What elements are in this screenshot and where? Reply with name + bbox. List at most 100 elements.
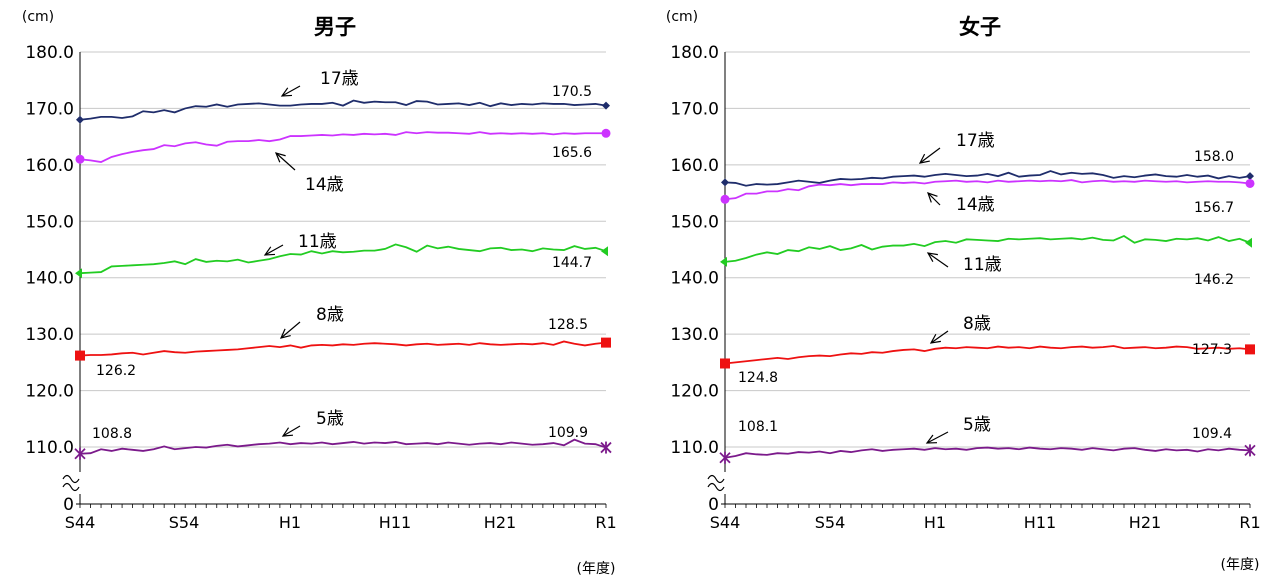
series-line-4 xyxy=(724,446,1251,459)
y-tick-label: 140.0 xyxy=(670,269,719,289)
series-name-annotation: 17歳 xyxy=(956,131,995,151)
series-line-3 xyxy=(79,340,607,357)
series-line-0 xyxy=(724,170,1251,187)
series-line-2 xyxy=(724,234,1251,263)
series-end-marker xyxy=(602,101,610,110)
y-tick-label: 120.0 xyxy=(670,382,719,402)
x-tick-label: R1 xyxy=(595,513,616,532)
annotation-arrow xyxy=(263,244,284,256)
end-value-label: 144.7 xyxy=(552,255,592,271)
start-value-label: 108.8 xyxy=(92,426,132,442)
series-line-1 xyxy=(79,131,606,163)
series-line-1 xyxy=(724,179,1251,201)
y-tick-label: 170.0 xyxy=(25,99,74,119)
series-start-marker xyxy=(720,358,730,369)
series-name-annotation: 11歳 xyxy=(298,232,337,252)
series-start-marker xyxy=(76,115,84,124)
annotation-arrow xyxy=(927,192,941,206)
end-value-label: 165.6 xyxy=(552,145,592,161)
y-tick-label: 180.0 xyxy=(670,43,719,63)
y-tick-label: 160.0 xyxy=(670,156,719,176)
series-start-marker xyxy=(720,256,727,267)
axis-break-mark xyxy=(707,482,725,492)
annotation-arrow-shaft xyxy=(919,147,941,164)
annotation-arrow-head xyxy=(925,434,938,444)
axis-break-mark xyxy=(62,482,80,492)
series-end-marker xyxy=(600,441,612,454)
x-tick-label: S44 xyxy=(65,513,96,532)
chart-panel-boys: 180.0 170.0 160.0 150.0 140.0 130.0 120.0 110.0… xyxy=(22,9,617,577)
x-tick-label: H11 xyxy=(1024,513,1056,532)
y-tick-label: 0 xyxy=(63,495,74,515)
annotation-arrow-shaft xyxy=(282,425,301,437)
x-tick-label: R1 xyxy=(1239,513,1260,532)
series-end-marker xyxy=(1245,178,1255,188)
annotation-arrow-shaft xyxy=(930,330,949,344)
annotation-arrow-head xyxy=(274,152,286,163)
end-value-label: 128.5 xyxy=(548,317,588,333)
end-value-label: 170.5 xyxy=(552,84,592,100)
series-end-marker xyxy=(601,337,611,348)
annotation-arrow-shaft xyxy=(280,321,301,339)
series-start-marker xyxy=(74,447,86,460)
start-value-label: 108.1 xyxy=(738,419,778,435)
x-tick-label: H1 xyxy=(279,513,301,532)
series-line-0 xyxy=(79,99,607,121)
annotation-arrow-head xyxy=(281,427,294,437)
annotation-arrow xyxy=(926,252,949,268)
x-tick-label: S54 xyxy=(169,513,200,532)
annotation-arrow-head xyxy=(918,153,930,164)
annotation-arrow-shaft xyxy=(281,85,301,97)
end-value-label: 146.2 xyxy=(1194,272,1234,288)
annotation-arrow-head xyxy=(263,246,276,256)
y-tick-label: 110.0 xyxy=(25,438,74,458)
x-tick-label: S44 xyxy=(710,513,741,532)
series-end-marker xyxy=(601,246,608,257)
y-tick-label: 160.0 xyxy=(25,156,74,176)
annotation-arrow xyxy=(274,152,296,171)
annotation-arrow xyxy=(918,147,941,164)
axis-break-mark xyxy=(707,474,725,484)
annotation-arrow-shaft xyxy=(927,252,949,268)
series-start-marker xyxy=(721,178,729,187)
y-tick-label: 170.0 xyxy=(670,99,719,119)
annotation-arrow-shaft xyxy=(264,244,284,256)
series-line-3 xyxy=(724,345,1251,365)
y-tick-label: 0 xyxy=(708,495,719,515)
start-value-label: 126.2 xyxy=(96,363,136,379)
x-tick-label: H11 xyxy=(379,513,411,532)
y-tick-label: 120.0 xyxy=(25,382,74,402)
annotation-arrow-head xyxy=(927,192,938,203)
start-value-label: 124.8 xyxy=(738,370,778,386)
annotation-arrow xyxy=(281,425,301,437)
series-end-marker xyxy=(1245,237,1252,248)
axis-break-mask xyxy=(59,472,83,494)
y-tick-label: 130.0 xyxy=(25,325,74,345)
end-value-label: 158.0 xyxy=(1194,149,1234,165)
annotation-arrow-head xyxy=(929,333,941,344)
annotation-arrow-shaft xyxy=(926,431,949,444)
series-name-annotation: 5歳 xyxy=(316,409,344,429)
series-start-marker xyxy=(719,451,731,464)
chart-title: 女子 xyxy=(959,15,1001,39)
y-tick-label: 130.0 xyxy=(670,325,719,345)
series-start-marker xyxy=(75,350,85,361)
series-line-4 xyxy=(79,438,607,455)
y-tick-label: 110.0 xyxy=(670,438,719,458)
series-name-annotation: 8歳 xyxy=(963,314,991,334)
x-tick-label: H21 xyxy=(1129,513,1161,532)
annotation-arrow xyxy=(925,431,949,444)
y-tick-label: 150.0 xyxy=(670,212,719,232)
y-axis-unit: (cm) xyxy=(666,9,698,25)
annotation-arrow-head xyxy=(280,87,293,97)
series-name-annotation: 14歳 xyxy=(956,195,995,215)
x-tick-label: H1 xyxy=(924,513,946,532)
chart-title: 男子 xyxy=(314,15,356,39)
series-start-marker xyxy=(75,154,85,164)
annotation-arrow-shaft xyxy=(927,192,941,206)
x-axis-unit: (年度) xyxy=(1221,557,1260,573)
series-end-marker xyxy=(1244,444,1256,457)
y-tick-label: 180.0 xyxy=(25,43,74,63)
series-end-marker xyxy=(1245,344,1255,355)
series-name-annotation: 5歳 xyxy=(963,415,991,435)
